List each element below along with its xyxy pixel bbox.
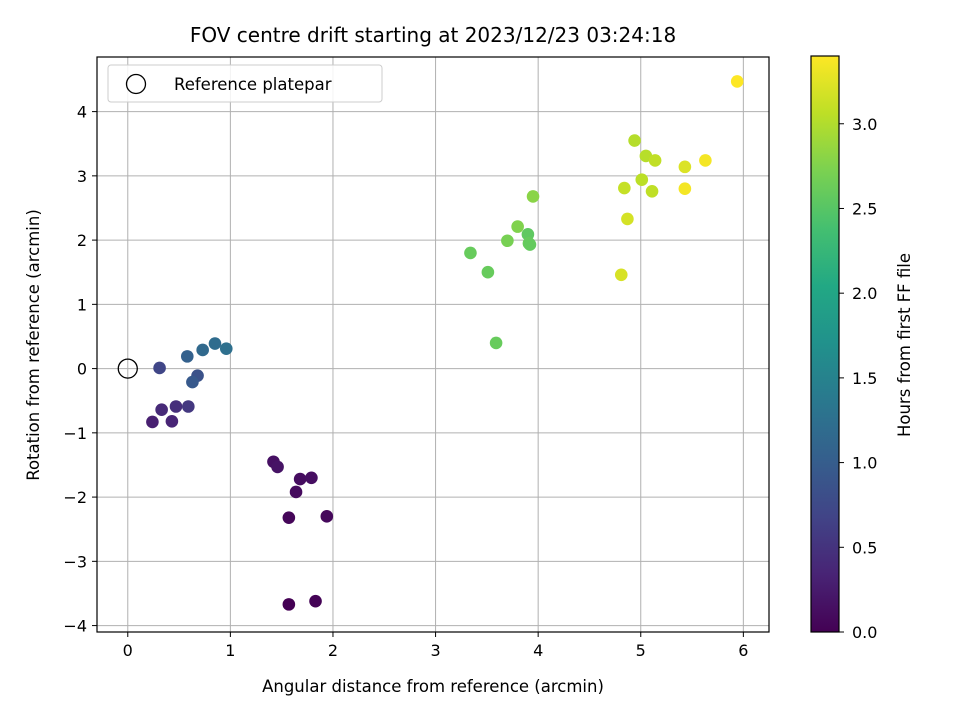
data-point bbox=[678, 160, 692, 174]
data-point bbox=[169, 400, 183, 413]
y-tick-label: −3 bbox=[63, 552, 87, 571]
colorbar-gradient bbox=[811, 56, 839, 632]
data-point bbox=[730, 75, 744, 88]
plot-area bbox=[97, 57, 769, 632]
colorbar-tick-label: 1.5 bbox=[852, 369, 877, 388]
colorbar: 0.0 0.5 1.0 1.5 2.0 2.5 3.0 Hours from first F… bbox=[810, 55, 914, 642]
colorbar-tick-label: 2.5 bbox=[852, 199, 877, 218]
data-point bbox=[289, 485, 303, 499]
legend-entry-label: Reference platepar bbox=[174, 75, 332, 94]
colorbar-tick-label: 3.0 bbox=[852, 115, 877, 134]
y-tick-label: 1 bbox=[77, 295, 87, 314]
data-point bbox=[621, 212, 634, 226]
data-point bbox=[305, 471, 318, 485]
data-point bbox=[645, 184, 659, 198]
data-point bbox=[293, 472, 307, 486]
data-point bbox=[155, 403, 168, 417]
data-point bbox=[678, 182, 692, 196]
x-tick-label: 6 bbox=[738, 641, 748, 660]
y-tick-label: −4 bbox=[63, 617, 87, 636]
data-point bbox=[511, 220, 524, 233]
data-point bbox=[501, 234, 514, 248]
data-point bbox=[618, 181, 631, 195]
data-point bbox=[208, 337, 222, 350]
x-tick-label: 3 bbox=[430, 641, 440, 660]
data-point bbox=[165, 414, 179, 428]
plot-frame bbox=[96, 56, 770, 633]
data-point bbox=[523, 238, 537, 251]
data-point bbox=[146, 415, 159, 429]
y-tick-label: 3 bbox=[77, 167, 87, 186]
data-point bbox=[489, 336, 503, 350]
chart-title: FOV centre drift starting at 2023/12/23 … bbox=[190, 23, 676, 47]
data-point bbox=[196, 343, 209, 357]
data-point bbox=[526, 190, 540, 203]
data-point bbox=[464, 246, 477, 260]
data-point bbox=[635, 173, 649, 187]
data-point bbox=[648, 154, 662, 167]
data-point bbox=[309, 594, 322, 608]
data-point bbox=[699, 154, 712, 167]
data-point bbox=[282, 511, 296, 524]
y-axis-label: Rotation from reference (arcmin) bbox=[24, 209, 43, 481]
data-point bbox=[180, 350, 194, 363]
colorbar-ticks: 0.0 0.5 1.0 1.5 2.0 2.5 3.0 bbox=[839, 115, 877, 642]
x-tick-label: 0 bbox=[123, 641, 133, 660]
data-point bbox=[153, 361, 166, 375]
data-point bbox=[481, 265, 495, 279]
legend-box bbox=[107, 64, 383, 103]
legend-reference-marker bbox=[125, 73, 147, 95]
data-point bbox=[320, 510, 334, 523]
x-tick-label: 4 bbox=[533, 641, 543, 660]
data-point bbox=[186, 375, 199, 389]
colorbar-tick-label: 0.5 bbox=[852, 538, 877, 557]
colorbar-frame bbox=[810, 55, 840, 633]
reference-marker bbox=[117, 358, 138, 379]
x-axis-label: Angular distance from reference (arcmin) bbox=[262, 677, 604, 696]
colorbar-label: Hours from first FF file bbox=[895, 253, 914, 437]
x-tick-label: 2 bbox=[328, 641, 338, 660]
data-point bbox=[628, 134, 641, 147]
y-tick-label: 2 bbox=[77, 231, 87, 250]
colorbar-tick-label: 2.0 bbox=[852, 284, 877, 303]
x-axis-ticks: 0 1 2 3 4 5 6 bbox=[123, 632, 748, 660]
y-axis-ticks: −4 −3 −2 −1 0 1 2 3 4 bbox=[63, 103, 97, 636]
colorbar-tick-label: 0.0 bbox=[852, 623, 877, 642]
data-point bbox=[614, 268, 628, 282]
x-tick-label: 1 bbox=[225, 641, 235, 660]
legend: Reference platepar bbox=[107, 64, 383, 103]
colorbar-tick-label: 1.0 bbox=[852, 454, 877, 473]
y-tick-label: 4 bbox=[77, 103, 87, 122]
data-point bbox=[282, 598, 296, 611]
data-point bbox=[271, 460, 284, 474]
y-tick-label: −2 bbox=[63, 488, 87, 507]
x-tick-label: 5 bbox=[636, 641, 646, 660]
y-tick-label: 0 bbox=[77, 360, 87, 379]
data-point bbox=[182, 400, 195, 413]
y-tick-label: −1 bbox=[63, 424, 87, 443]
data-points bbox=[146, 75, 744, 611]
data-point bbox=[219, 342, 233, 355]
reference-marker-layer bbox=[117, 358, 138, 379]
